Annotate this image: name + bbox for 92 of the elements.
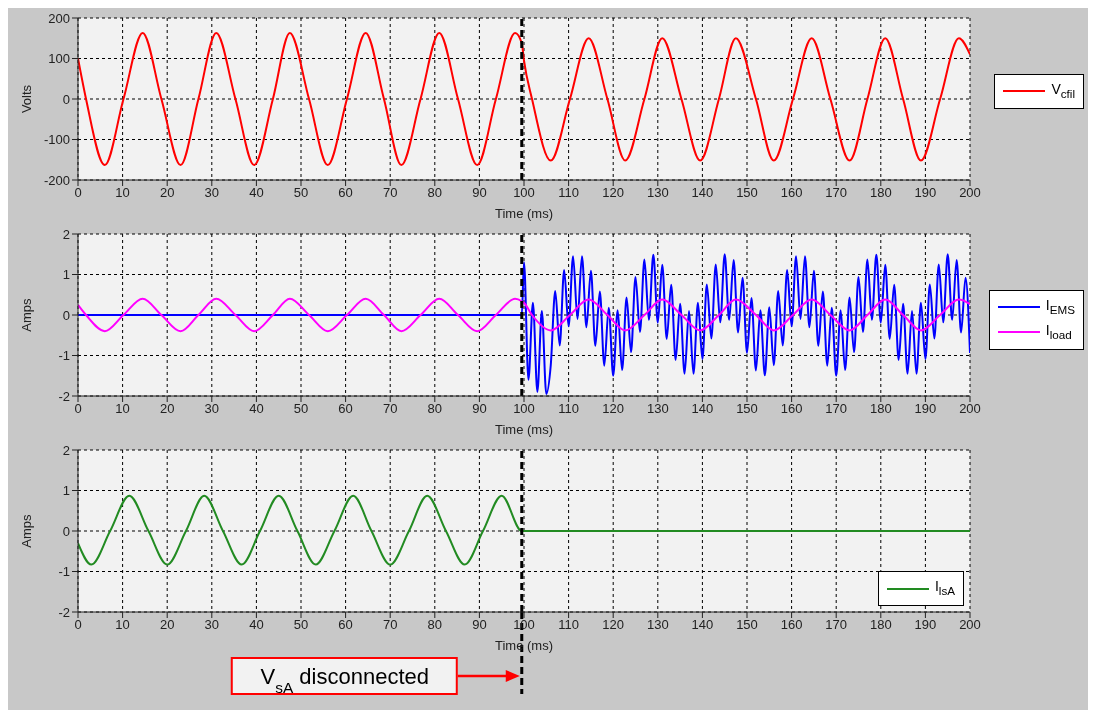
x-tick-label: 30: [204, 185, 220, 201]
y-tick-label: 1: [62, 483, 70, 499]
x-tick-label: 150: [736, 617, 758, 633]
x-tick-label: 80: [427, 401, 443, 417]
x-tick-label: 50: [293, 185, 309, 201]
x-tick-label: 190: [914, 617, 937, 633]
legend-label: I$_{EMS}$: [1045, 296, 1075, 318]
x-tick-label: 200: [959, 617, 981, 633]
legend-label: I$_{lsA}$: [934, 577, 955, 599]
x-axis-title: Time (ms): [494, 206, 554, 221]
line-series: [78, 494, 970, 566]
x-tick-label: 190: [914, 185, 937, 201]
x-tick-label: 130: [646, 617, 669, 633]
ref-line-label: V$_{sA}$ disconnected: [260, 664, 429, 696]
y-tick-label: 0: [62, 523, 70, 539]
y-tick-label: 200: [48, 10, 70, 26]
legend-label: V$_{cfil}$: [1051, 80, 1075, 102]
x-axis-title: Time (ms): [494, 638, 554, 653]
line-series: [78, 297, 970, 333]
x-tick-label: 30: [204, 617, 220, 633]
x-tick-label: 100: [513, 617, 535, 633]
y-tick-label: -1: [58, 348, 70, 364]
x-tick-label: 40: [249, 617, 264, 633]
x-tick-label: 130: [646, 185, 669, 201]
y-axis-title: Amps: [18, 513, 34, 548]
y-tick-label: 0: [62, 307, 70, 323]
y-tick-label: -2: [58, 604, 70, 620]
x-tick-label: 100: [513, 185, 535, 201]
x-tick-label: 170: [825, 617, 848, 633]
x-tick-label: 30: [204, 401, 220, 417]
line-series: [78, 31, 970, 167]
x-tick-label: 200: [959, 401, 981, 417]
y-tick-label: -1: [58, 564, 70, 580]
x-tick-label: 120: [602, 401, 625, 417]
y-tick-label: -100: [43, 132, 70, 148]
y-tick-label: 2: [62, 226, 70, 242]
x-tick-label: 50: [293, 401, 309, 417]
x-tick-label: 150: [736, 185, 758, 201]
x-tick-label: 20: [159, 185, 175, 201]
y-tick-label: 100: [48, 51, 70, 67]
legend-label: I$_{load}$: [1045, 320, 1072, 343]
x-tick-label: 90: [472, 185, 487, 201]
x-tick-label: 50: [293, 617, 309, 633]
x-tick-label: 140: [691, 185, 714, 201]
y-axis-title: Volts: [18, 84, 34, 114]
x-tick-label: 110: [558, 617, 579, 633]
x-tick-label: 0: [74, 401, 82, 417]
x-tick-label: 170: [825, 401, 848, 417]
x-tick-label: 110: [558, 401, 579, 417]
x-axis-title: Time (ms): [494, 422, 554, 437]
x-tick-label: 70: [382, 617, 398, 633]
x-tick-label: 70: [382, 185, 398, 201]
x-tick-label: 90: [472, 401, 487, 417]
x-tick-label: 60: [338, 617, 353, 633]
x-tick-label: 120: [602, 185, 625, 201]
x-tick-label: 120: [602, 617, 625, 633]
x-tick-label: 10: [115, 185, 130, 201]
x-tick-label: 20: [159, 617, 175, 633]
y-tick-label: -2: [58, 388, 70, 404]
x-tick-label: 150: [736, 401, 758, 417]
x-tick-label: 200: [959, 185, 981, 201]
x-tick-label: 80: [427, 185, 443, 201]
x-tick-label: 0: [74, 617, 82, 633]
x-tick-label: 10: [115, 617, 130, 633]
x-tick-label: 40: [249, 185, 264, 201]
x-tick-label: 160: [780, 401, 803, 417]
x-tick-label: 70: [382, 401, 398, 417]
x-tick-label: 40: [249, 401, 264, 417]
x-tick-label: 180: [869, 401, 892, 417]
y-tick-label: 1: [62, 267, 70, 283]
x-tick-label: 190: [914, 401, 937, 417]
x-tick-label: 130: [646, 401, 669, 417]
x-tick-label: 0: [74, 185, 82, 201]
y-tick-label: 0: [62, 91, 70, 107]
x-tick-label: 10: [115, 401, 130, 417]
x-tick-label: 180: [869, 617, 892, 633]
x-tick-label: 60: [338, 185, 353, 201]
y-tick-label: -200: [43, 172, 70, 188]
x-tick-label: 80: [427, 617, 443, 633]
x-tick-label: 20: [159, 401, 175, 417]
x-tick-label: 110: [558, 185, 579, 201]
x-tick-label: 180: [869, 185, 892, 201]
x-tick-label: 160: [780, 617, 803, 633]
x-tick-label: 140: [691, 617, 714, 633]
y-tick-label: 2: [62, 442, 70, 458]
x-tick-label: 60: [338, 401, 353, 417]
x-tick-label: 90: [472, 617, 487, 633]
x-tick-label: 140: [691, 401, 714, 417]
y-axis-title: Amps: [18, 297, 34, 332]
x-tick-label: 100: [513, 401, 535, 417]
x-tick-label: 160: [780, 185, 803, 201]
x-tick-label: 170: [825, 185, 848, 201]
